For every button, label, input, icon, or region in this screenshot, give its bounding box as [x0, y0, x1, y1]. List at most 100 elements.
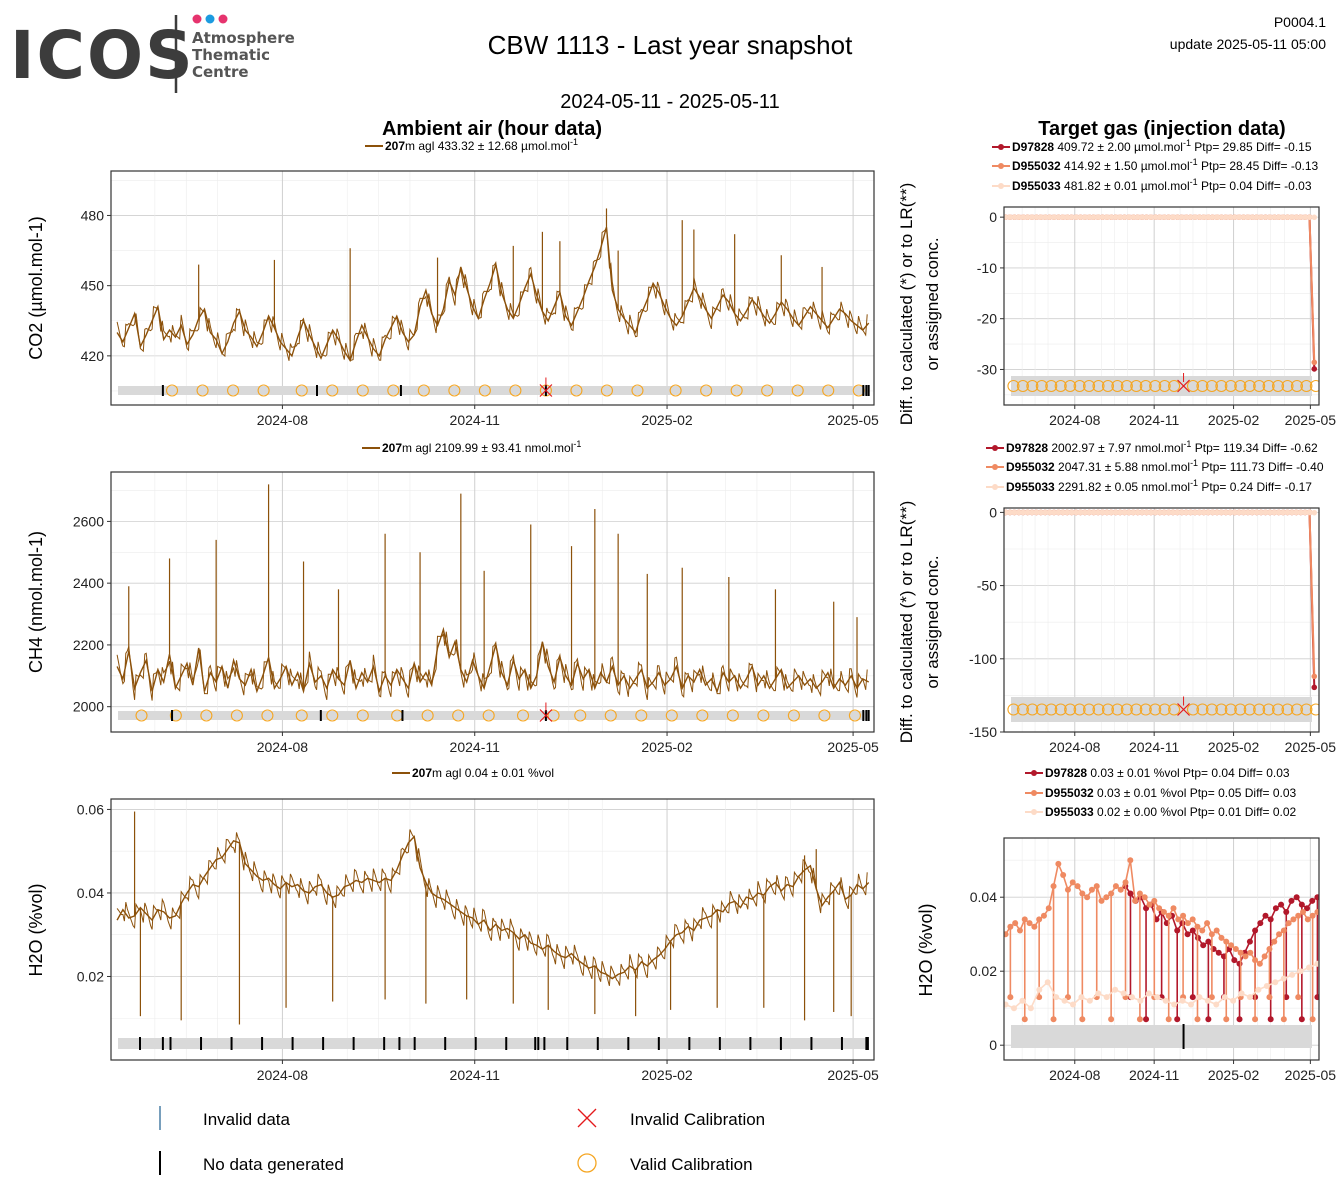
legend-entry: D97828 0.03 ± 0.01 %vol Ptp= 0.04 Diff= …	[1045, 766, 1290, 780]
logo-line-3: Centre	[192, 63, 249, 81]
series-point-d955033	[1134, 509, 1141, 516]
series-point-d955033	[1152, 214, 1159, 220]
valid-calibration-marker	[230, 709, 243, 722]
y-tick-label: -150	[969, 724, 997, 740]
series-point-d955033	[1201, 509, 1207, 516]
valid-calibration-marker	[1158, 703, 1171, 716]
series-point-d955033	[1302, 214, 1308, 220]
valid-calibration-marker	[356, 384, 369, 397]
series-point-d955032	[1175, 916, 1182, 923]
series-point-d955033	[1209, 214, 1216, 220]
series-point-d97828	[1278, 901, 1285, 908]
logo-dot	[192, 14, 202, 24]
series-point-d955033	[1284, 509, 1291, 516]
legend-entry-name: 207	[385, 139, 405, 153]
h2o_target-panel: 0 0.02 0.04 2024-08 2024-11 2025-02 2025-05 H2O…	[916, 766, 1336, 1083]
valid-calibration-marker	[600, 384, 614, 397]
valid-calibration-marker	[1111, 703, 1124, 716]
series-point-d955033	[1267, 509, 1273, 516]
legend-entry: D955032 414.92 ± 1.50 µmol.mol-1 Ptp= 28…	[1012, 157, 1318, 173]
series-point-d955032	[1060, 872, 1067, 878]
series-point-d955033	[1311, 214, 1318, 221]
series-point-d955033	[1205, 509, 1212, 516]
series-point-d955033	[1297, 968, 1304, 975]
series-point-d955032	[1290, 916, 1297, 923]
valid-calibration-marker	[1016, 379, 1029, 393]
series-point-d97828	[1246, 938, 1253, 945]
series-drop-point-d955032	[1194, 1016, 1201, 1023]
series-point-d97828	[1200, 942, 1207, 949]
series-point-d955033	[1055, 509, 1062, 516]
series-point-d955033	[1121, 214, 1128, 220]
series-point-d955033	[1230, 997, 1237, 1004]
valid-calibration-marker	[1290, 703, 1303, 716]
y-tick-label: 0	[989, 504, 997, 520]
series-point-d955033	[1213, 1001, 1220, 1008]
series-drop-point-d955032	[1266, 994, 1273, 1001]
status-band	[118, 386, 867, 395]
series-noise-207m	[116, 829, 868, 987]
valid-calibration-marker	[1139, 379, 1152, 393]
series-point-d955033	[1161, 214, 1167, 220]
plot-area	[1004, 508, 1319, 732]
series-point-d955032	[1031, 923, 1038, 930]
status-band	[118, 1038, 867, 1049]
series-point-d955033	[1044, 979, 1051, 986]
valid-calibration-marker	[1196, 703, 1209, 716]
series-point-d955033	[1015, 509, 1022, 516]
legend-entry-value: 409.72 ± 2.00 µmol.mol	[1054, 140, 1183, 154]
legend-key-point	[992, 445, 998, 451]
series-point-d955033	[1004, 1001, 1009, 1008]
valid-calibration-marker	[1092, 379, 1105, 393]
valid-calibration-marker	[165, 384, 179, 397]
series-point-d955033	[1255, 986, 1262, 993]
status-band	[1011, 1025, 1312, 1048]
legend-entry-stats: Ptp= 0.05 Diff= 0.03	[1186, 786, 1296, 800]
series-point-d955033	[1148, 214, 1154, 220]
plot-area	[111, 472, 874, 732]
x-tick-label: 2024-08	[1049, 739, 1101, 755]
valid-calibration-marker	[1234, 703, 1247, 716]
series-point-d955032	[1189, 916, 1196, 923]
series-point-d955033	[1240, 509, 1247, 516]
series-point-d955033	[1104, 214, 1110, 220]
series-point-d955033	[1073, 214, 1079, 220]
series-point-d955033	[1240, 214, 1247, 220]
valid-calibration-marker	[1149, 379, 1162, 393]
series-point-d955033	[1112, 214, 1119, 220]
legend-entry-value: m agl 0.04 ± 0.01 %vol	[432, 766, 554, 780]
y-axis-label: Diff. to calculated (*) or to LR(**)	[897, 183, 916, 426]
valid-calibration-marker	[1272, 379, 1285, 393]
bottom-legend: Invalid data No data generated Invalid C…	[159, 1106, 765, 1175]
legend-entry-name: 207	[382, 441, 402, 455]
series-point-d955033	[1126, 509, 1132, 516]
valid-calibration-marker	[509, 384, 522, 397]
series-drop-point-d97828	[1174, 1016, 1181, 1023]
series-point-d955033	[1249, 214, 1256, 220]
series-point-d955033	[1245, 509, 1251, 516]
series-point-d955033	[1289, 509, 1295, 516]
plot-frame	[1003, 206, 1320, 406]
legend-entry-stats: Ptp= 28.45 Diff= -0.13	[1198, 159, 1319, 173]
series-point-d955033	[1038, 509, 1044, 516]
legend-entry-stats: Ptp= 0.24 Diff= -0.17	[1198, 480, 1312, 494]
y-tick-label: 2000	[73, 699, 104, 715]
series-point-d955033	[1139, 214, 1145, 220]
series-point-d955033	[1297, 509, 1304, 516]
series-point-d97828	[1309, 897, 1316, 904]
series-point-d955033	[1196, 509, 1203, 516]
series-point-d955033	[1029, 509, 1035, 516]
legend-entry: 207m agl 0.04 ± 0.01 %vol	[412, 766, 554, 780]
series-point-d97828	[1215, 949, 1222, 956]
series-point-d955033	[1178, 214, 1185, 220]
legend-entry-sup: -1	[1190, 177, 1198, 187]
series-point-d955032	[1069, 879, 1076, 886]
valid-calibration-marker	[631, 384, 644, 397]
valid-calibration-marker	[1130, 379, 1143, 393]
series-point-d97828	[1184, 931, 1191, 938]
series-point-d955033	[1272, 979, 1279, 986]
series-point-d955033	[1042, 214, 1049, 220]
series-point-d955033	[1108, 214, 1115, 220]
series-point-d955033	[1227, 509, 1234, 516]
valid-calibration-marker	[791, 384, 804, 397]
